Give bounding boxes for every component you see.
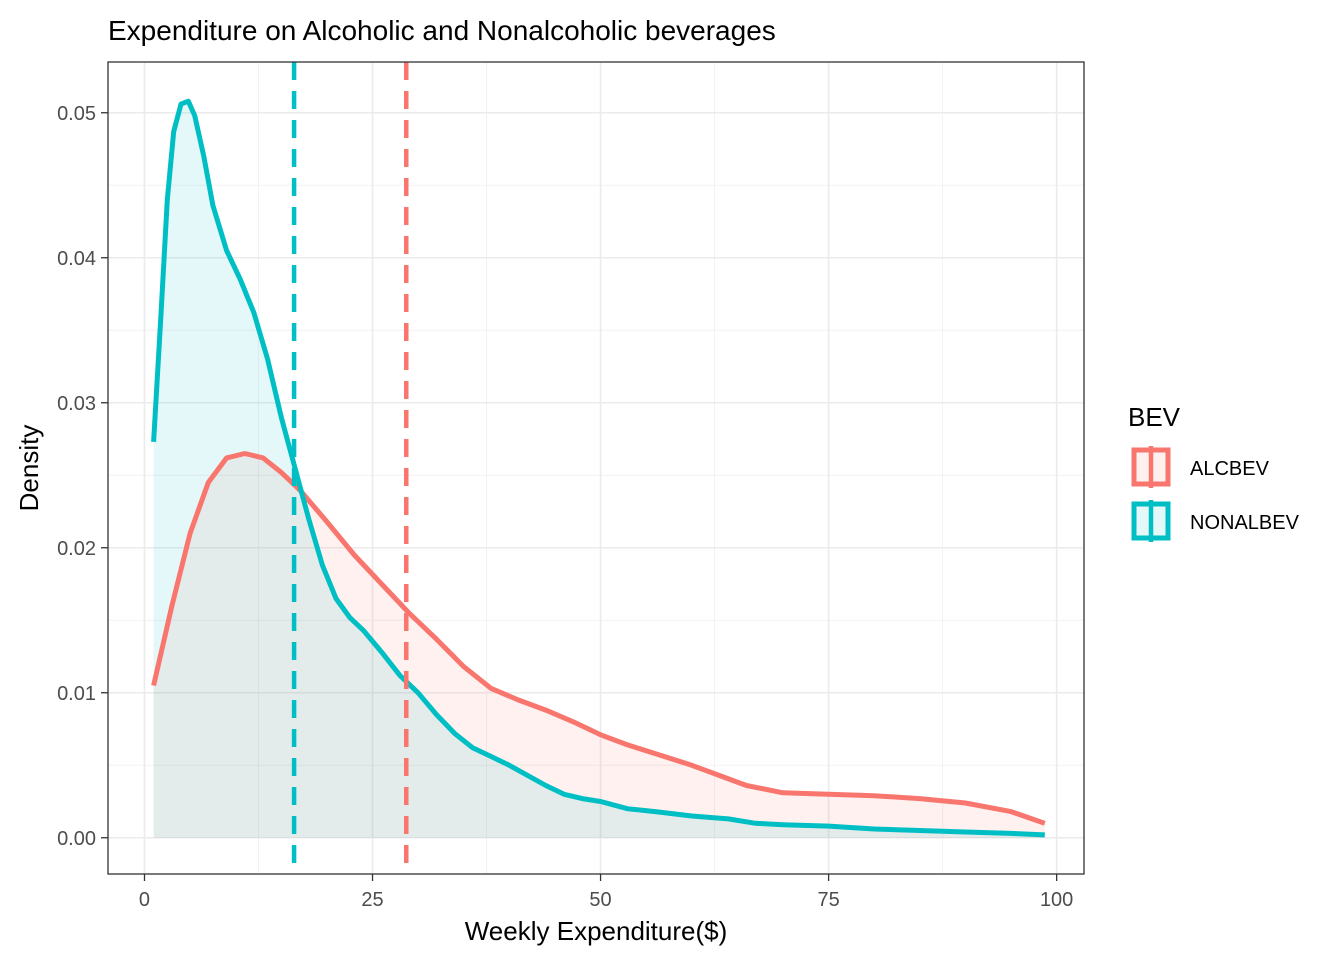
y-tick-label: 0.01 bbox=[57, 683, 96, 705]
y-tick-label: 0.02 bbox=[57, 538, 96, 560]
x-tick-label: 25 bbox=[361, 889, 383, 911]
y-tick-label: 0.03 bbox=[57, 393, 96, 415]
legend-label: ALCBEV bbox=[1190, 458, 1270, 480]
plot-background bbox=[108, 62, 1084, 874]
x-axis: 0 25 50 75 100 bbox=[139, 874, 1073, 911]
x-tick-label: 50 bbox=[589, 889, 611, 911]
density-curves bbox=[151, 98, 1046, 838]
chart-title: Expenditure on Alcoholic and Nonalcoholi… bbox=[108, 15, 776, 46]
density-curve-nonalbev bbox=[151, 98, 1045, 838]
major-gridlines bbox=[108, 62, 1084, 874]
plot-border bbox=[107, 61, 1085, 875]
y-axis: 0.00 0.01 0.02 0.03 0.04 0.05 bbox=[57, 103, 108, 850]
x-tick-label: 75 bbox=[817, 889, 839, 911]
y-axis-label: Density bbox=[14, 425, 44, 512]
minor-gridlines bbox=[108, 62, 1084, 874]
legend-label: NONALBEV bbox=[1190, 512, 1300, 534]
density-areas bbox=[153, 101, 1045, 838]
density-area-alcbev bbox=[153, 453, 1045, 838]
legend-title: BEV bbox=[1128, 402, 1181, 432]
legend-key-alcbev bbox=[1131, 446, 1171, 488]
y-tick-label: 0.00 bbox=[57, 828, 96, 850]
x-tick-label: 0 bbox=[139, 889, 150, 911]
x-tick-label: 100 bbox=[1040, 889, 1073, 911]
plot-panel bbox=[107, 61, 1085, 875]
legend: BEV ALCBEV NONALBEV bbox=[1128, 402, 1300, 542]
y-tick-label: 0.04 bbox=[57, 248, 96, 270]
density-curve-alcbev bbox=[151, 451, 1046, 826]
x-axis-label: Weekly Expenditure($) bbox=[465, 916, 728, 946]
legend-key-nonalbev bbox=[1131, 500, 1171, 542]
mean-lines bbox=[291, 62, 409, 874]
y-tick-label: 0.05 bbox=[57, 103, 96, 125]
density-area-nonalbev bbox=[153, 101, 1045, 838]
